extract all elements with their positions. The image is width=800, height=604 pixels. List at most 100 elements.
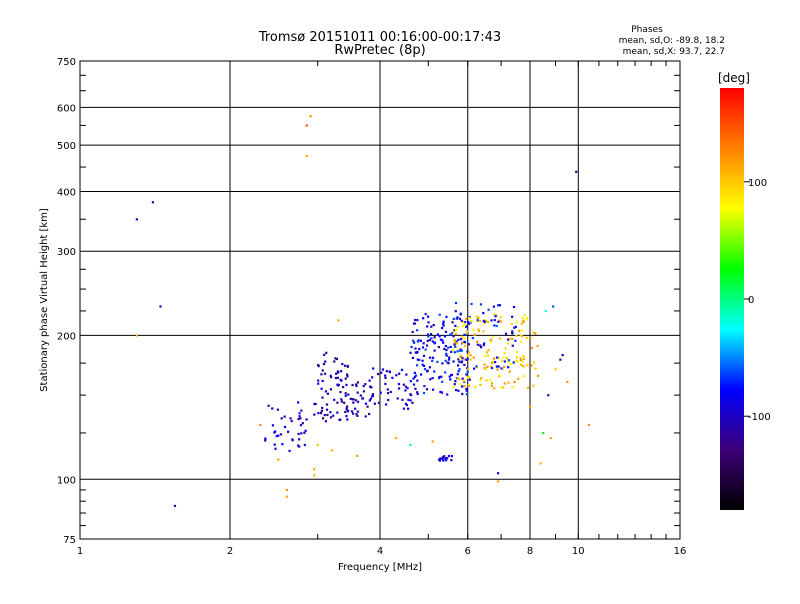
- data-point: [466, 320, 470, 324]
- data-point: [466, 376, 469, 379]
- data-point: [346, 373, 349, 376]
- data-point: [463, 333, 466, 336]
- data-point: [487, 349, 490, 352]
- data-point: [549, 436, 552, 440]
- data-point: [468, 322, 471, 325]
- data-point: [511, 344, 514, 347]
- data-point: [340, 400, 344, 403]
- data-point: [525, 336, 528, 340]
- data-point: [445, 459, 448, 462]
- data-point: [412, 339, 415, 342]
- data-point: [323, 372, 327, 375]
- data-point: [298, 445, 301, 448]
- data-point: [356, 391, 359, 394]
- data-point: [330, 376, 333, 379]
- data-point: [297, 418, 300, 421]
- data-point: [499, 315, 502, 319]
- data-point: [476, 319, 479, 322]
- data-point: [513, 326, 516, 329]
- data-point: [512, 305, 516, 309]
- data-point: [472, 367, 476, 370]
- data-point: [495, 365, 499, 368]
- data-point: [559, 358, 562, 361]
- data-point: [135, 334, 138, 337]
- data-point: [515, 320, 518, 323]
- data-point: [459, 313, 462, 316]
- data-point: [410, 345, 413, 349]
- data-point: [339, 370, 343, 373]
- chart-subtitle: RwPretec (8p): [334, 43, 425, 58]
- data-point: [530, 346, 534, 350]
- data-point: [431, 440, 434, 443]
- data-point: [442, 341, 445, 344]
- data-point: [492, 357, 496, 360]
- data-point: [387, 398, 390, 402]
- data-point: [356, 414, 359, 417]
- data-point: [401, 398, 404, 401]
- data-point: [422, 342, 425, 345]
- data-point: [520, 322, 523, 325]
- data-point: [345, 383, 348, 387]
- data-point: [370, 386, 373, 389]
- data-point: [351, 384, 354, 387]
- data-point: [465, 332, 468, 335]
- data-point: [469, 358, 472, 361]
- data-point: [411, 401, 414, 404]
- data-point: [479, 379, 482, 382]
- data-point: [452, 330, 455, 333]
- data-point: [470, 302, 473, 306]
- data-point: [300, 432, 303, 435]
- data-point: [490, 319, 493, 322]
- data-point: [484, 320, 487, 323]
- data-point: [490, 384, 493, 388]
- data-point: [449, 333, 452, 336]
- data-point: [465, 389, 468, 392]
- data-point: [454, 332, 458, 336]
- data-point: [173, 504, 177, 508]
- data-point: [440, 326, 444, 330]
- data-point: [462, 325, 465, 328]
- data-point: [508, 370, 511, 373]
- data-point: [500, 386, 503, 389]
- data-point: [332, 414, 335, 417]
- data-point: [554, 368, 557, 371]
- data-point: [456, 350, 459, 353]
- data-point: [430, 333, 433, 336]
- data-point: [354, 383, 358, 386]
- data-point: [454, 310, 457, 313]
- data-point: [135, 218, 138, 221]
- data-point: [522, 365, 525, 368]
- data-point: [386, 388, 389, 391]
- data-point: [409, 399, 412, 402]
- data-point: [507, 342, 510, 345]
- data-point: [409, 443, 412, 447]
- data-point: [461, 357, 464, 360]
- data-point: [421, 363, 424, 366]
- data-point: [346, 375, 349, 378]
- data-point: [454, 345, 457, 348]
- data-point: [398, 372, 401, 375]
- data-point: [463, 379, 466, 382]
- data-point: [404, 389, 407, 392]
- data-point: [454, 388, 458, 392]
- data-point: [430, 325, 433, 328]
- data-point: [321, 417, 325, 420]
- data-point: [345, 407, 348, 410]
- data-point: [498, 304, 502, 307]
- data-point: [355, 413, 358, 416]
- data-point: [469, 354, 472, 357]
- data-point: [498, 319, 501, 322]
- x-tick-label: 10: [572, 546, 585, 557]
- data-point: [296, 401, 300, 404]
- data-point: [364, 383, 367, 386]
- data-point: [337, 319, 340, 322]
- data-point: [313, 474, 316, 477]
- data-point: [501, 359, 504, 362]
- data-point: [424, 313, 427, 316]
- data-point: [344, 410, 347, 414]
- data-point: [532, 331, 535, 334]
- data-point: [345, 415, 348, 418]
- data-point: [304, 429, 307, 432]
- data-point: [325, 351, 328, 354]
- data-point: [496, 480, 500, 483]
